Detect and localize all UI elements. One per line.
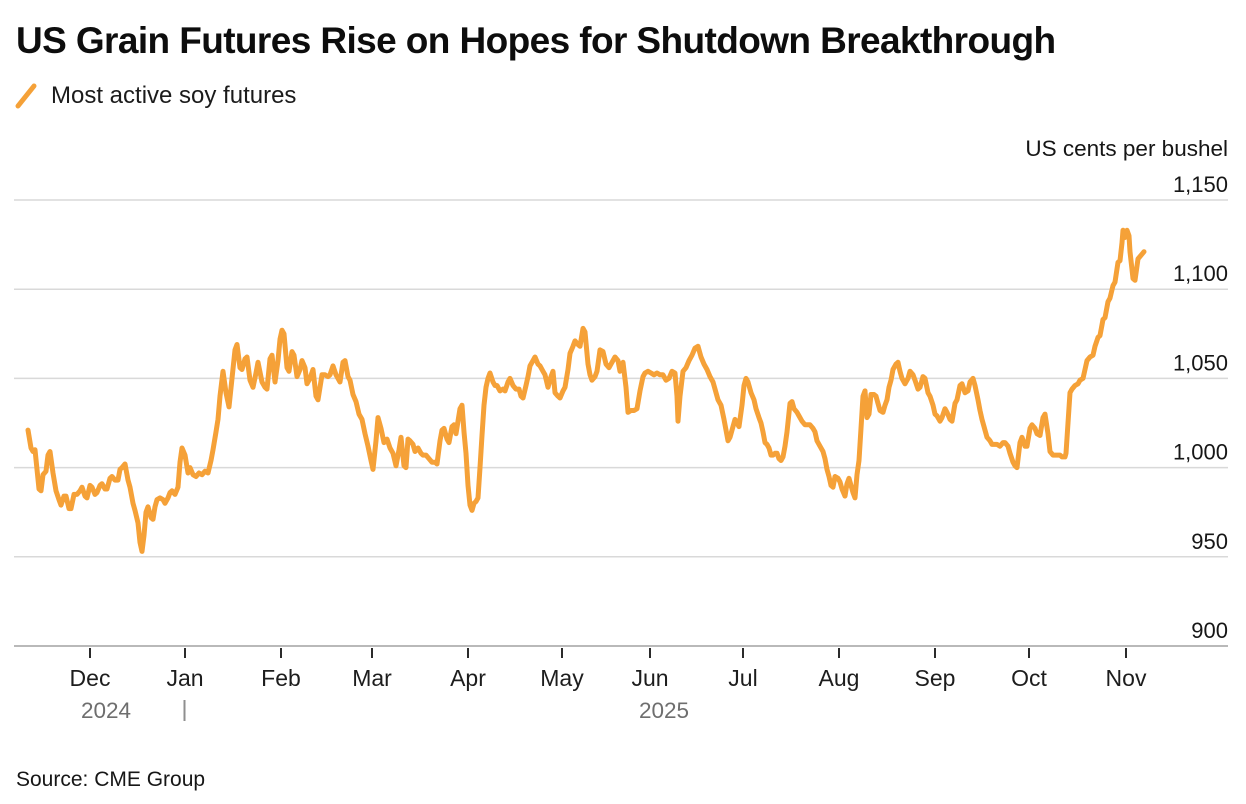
month-label: Jul xyxy=(728,665,757,691)
month-label: Jan xyxy=(166,665,203,691)
legend-slash-icon xyxy=(15,83,37,109)
y-tick-label: 950 xyxy=(1191,529,1228,554)
month-label: Aug xyxy=(819,665,860,691)
y-tick-label: 1,050 xyxy=(1173,350,1228,375)
month-label: Apr xyxy=(450,665,486,691)
chart-svg: 1,150 1,100 1,050 1,000 950 900 US cents per b… xyxy=(14,136,1228,723)
year-label: 2024 xyxy=(81,698,131,723)
y-tick-label: 900 xyxy=(1191,618,1228,643)
month-label: Jun xyxy=(631,665,668,691)
month-label: Nov xyxy=(1106,665,1147,691)
source-note: Source: CME Group xyxy=(16,768,206,791)
series-line-soy-futures xyxy=(25,227,1147,554)
y-axis-unit-label: US cents per bushel xyxy=(1025,136,1228,161)
chart-legend: Most active soy futures xyxy=(14,82,296,110)
month-label: Sep xyxy=(915,665,956,691)
page-title: US Grain Futures Rise on Hopes for Shutd… xyxy=(16,20,1056,61)
legend-label: Most active soy futures xyxy=(51,82,297,109)
month-label: Dec xyxy=(70,665,111,691)
y-tick-label: 1,100 xyxy=(1173,261,1228,286)
month-label: Mar xyxy=(352,665,392,691)
month-label: May xyxy=(540,665,584,691)
month-label: Oct xyxy=(1011,665,1047,691)
y-tick-label: 1,000 xyxy=(1173,440,1228,465)
chart-area: 1,150 1,100 1,050 1,000 950 900 US cents per b… xyxy=(0,120,1246,770)
year-label: 2025 xyxy=(639,698,689,723)
y-tick-label: 1,150 xyxy=(1173,172,1228,197)
month-label: Feb xyxy=(261,665,301,691)
